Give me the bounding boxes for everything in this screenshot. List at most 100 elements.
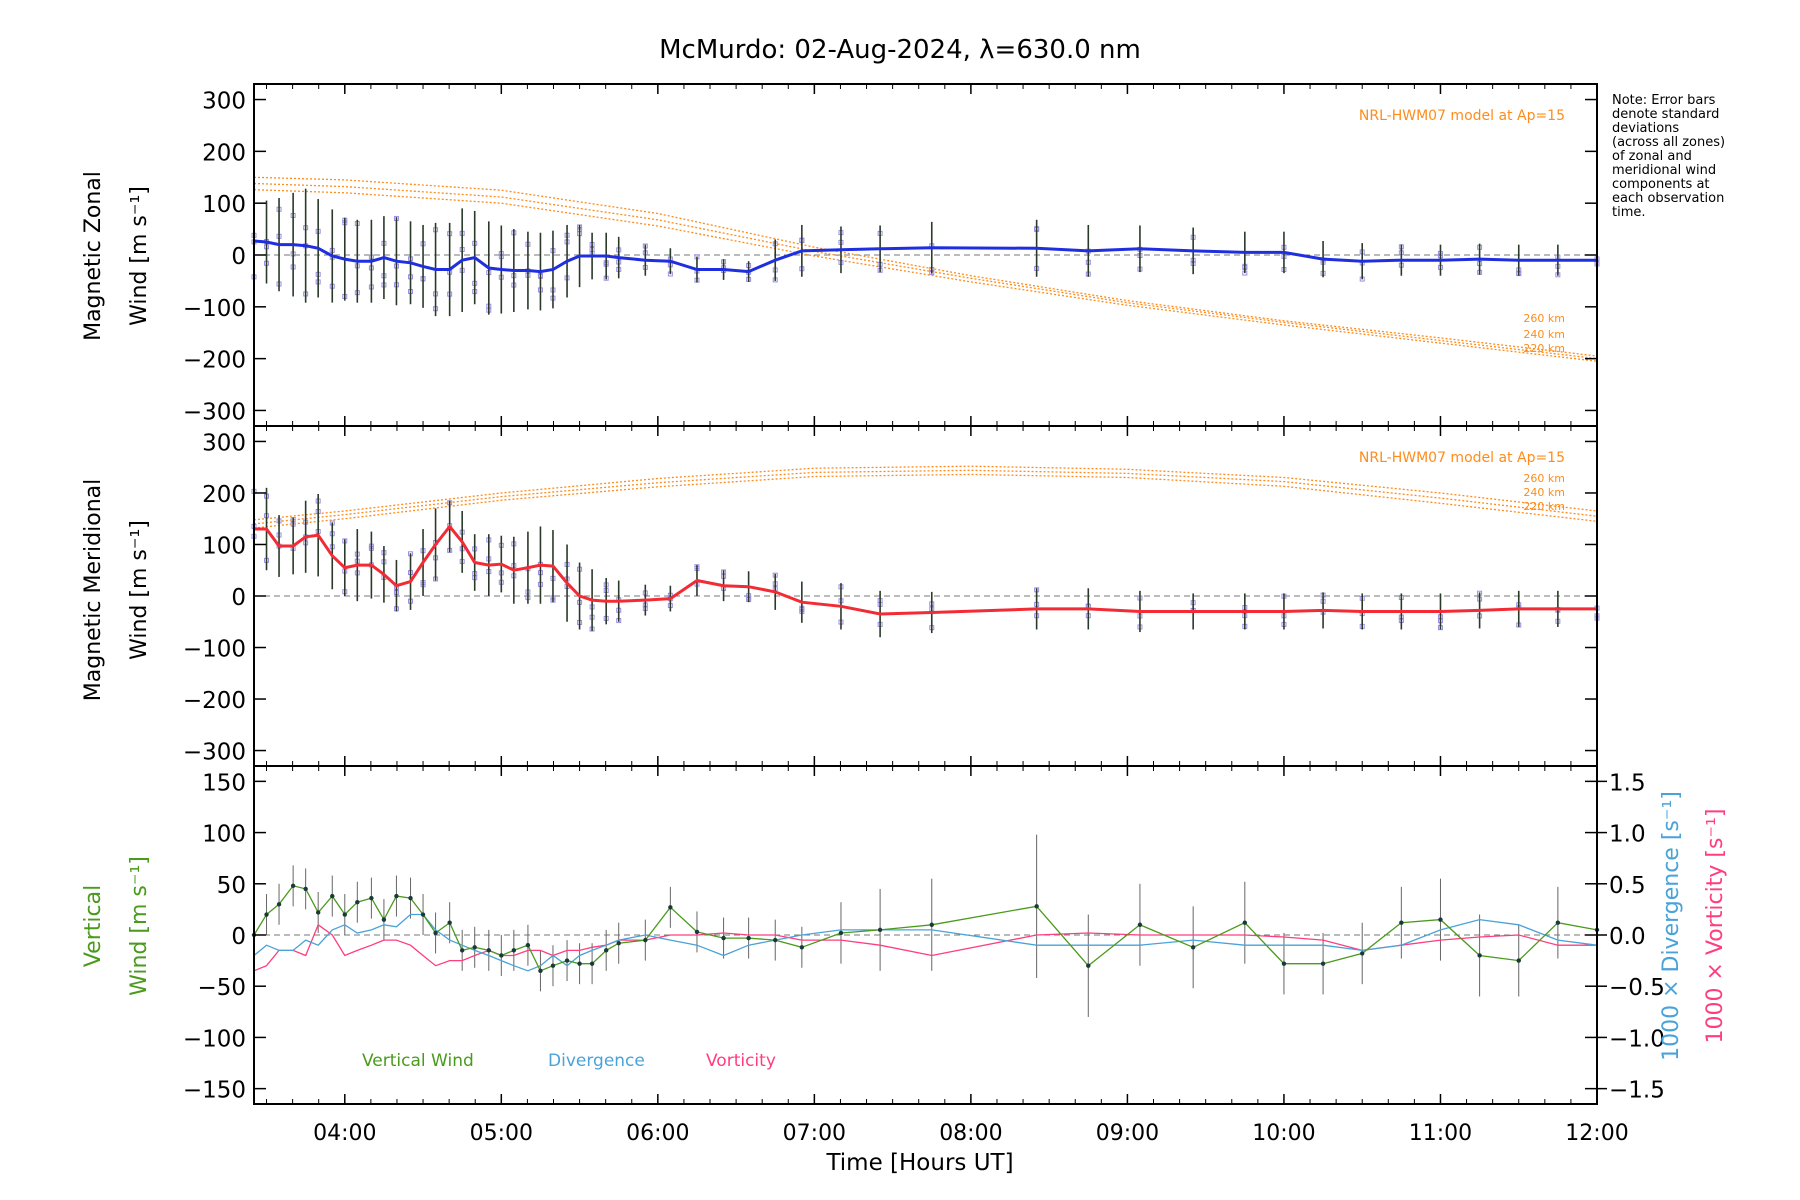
- vertical-wind-point: [538, 968, 543, 974]
- vertical-wind-point: [303, 886, 308, 892]
- y-tick-label: −300: [183, 740, 246, 766]
- zonal-ylabel-line1: Magnetic Zonal: [81, 171, 106, 341]
- altitude-label: 240 km: [1523, 486, 1565, 499]
- vertical-wind-point: [276, 902, 282, 907]
- divergence-ylabel: 1000 × Divergence [s⁻¹]: [1659, 791, 1684, 1061]
- altitude-label: 240 km: [1523, 328, 1565, 341]
- vertical-wind-point: [1360, 951, 1365, 956]
- note-line: (across all zones): [1612, 135, 1725, 150]
- x-tick-label: 07:00: [783, 1121, 846, 1146]
- zonal-ylabel-line2: Wind [m s⁻¹]: [127, 186, 152, 326]
- vertical-wind-point: [447, 920, 452, 925]
- vertical-wind-point: [550, 963, 556, 968]
- meridional-ylabel: Magnetic Meridional Wind [m s⁻¹]: [81, 479, 152, 701]
- y-tick-label: −100: [183, 1026, 246, 1052]
- chart-title: McMurdo: 02-Aug-2024, λ=630.0 nm: [659, 35, 1141, 65]
- y-tick-label: 100: [202, 533, 246, 559]
- vertical-wind-point: [877, 927, 883, 933]
- y-tick-label: 300: [202, 430, 246, 456]
- model-line-220-km: [253, 189, 1598, 362]
- vorticity-line: [253, 923, 1597, 972]
- vertical-wind-point: [420, 912, 426, 917]
- right-y-tick-label: −1.0: [1609, 1026, 1665, 1052]
- model-label: NRL-HWM07 model at Ap=15: [1359, 108, 1565, 124]
- vertical-wind-point: [1242, 920, 1248, 925]
- x-tick-label: 10:00: [1252, 1121, 1315, 1146]
- divergence-line: [253, 913, 1598, 972]
- y-tick-label: −50: [197, 975, 246, 1001]
- vertical-wind-point: [1516, 958, 1521, 963]
- vertical-wind-point: [773, 937, 778, 943]
- vertical-wind-point: [589, 961, 595, 966]
- vertical-ylabel-line2: Wind [m s⁻¹]: [127, 856, 152, 996]
- meridional-ylabel-line1: Magnetic Meridional: [81, 479, 106, 701]
- vertical-wind-point: [746, 935, 751, 941]
- legend-vorticity: Vorticity: [706, 1051, 776, 1071]
- zonal-wind-line: [253, 239, 1597, 274]
- note-line: Note: Error bars: [1612, 93, 1716, 108]
- vertical-wind-point: [408, 895, 413, 901]
- note-line: deviations: [1612, 121, 1679, 136]
- meridional-ylabel-line2: Wind [m s⁻¹]: [127, 520, 152, 660]
- vertical-wind-point: [1438, 917, 1443, 922]
- note-line: components at: [1612, 177, 1710, 192]
- y-tick-label: 100: [202, 822, 246, 848]
- vertical-wind-point: [355, 900, 360, 905]
- vertical-wind-point: [315, 910, 321, 915]
- right-ylabels: 1000 × Divergence [s⁻¹] 1000 × Vorticity…: [1659, 791, 1728, 1061]
- vertical-wind-point: [564, 958, 570, 963]
- x-tick-label: 06:00: [626, 1121, 689, 1146]
- vertical-wind-point: [603, 948, 609, 953]
- right-y-tick-label: 0.5: [1609, 873, 1646, 899]
- y-tick-label: −100: [183, 637, 246, 663]
- right-y-tick-label: −0.5: [1609, 975, 1665, 1001]
- meridional-wind-line: [254, 524, 1597, 616]
- y-tick-label: 50: [217, 873, 246, 899]
- vertical-wind-point: [1137, 922, 1143, 927]
- y-tick-label: 0: [231, 244, 246, 270]
- vertical-wind-point: [381, 917, 387, 922]
- y-tick-label: −150: [183, 1078, 246, 1104]
- right-y-tick-label: −1.5: [1609, 1078, 1665, 1104]
- y-tick-label: −200: [183, 688, 246, 714]
- legend-vertical-wind: Vertical Wind: [362, 1051, 474, 1071]
- vertical-wind-point: [459, 948, 465, 953]
- vertical-wind-point: [577, 961, 582, 966]
- y-tick-label: 0: [231, 585, 246, 611]
- vertical-wind-point: [616, 940, 621, 946]
- vertical-wind-point: [290, 883, 296, 889]
- vertical-wind-point: [799, 945, 805, 950]
- vertical-wind-point: [668, 905, 673, 910]
- x-tick-label: 04:00: [313, 1121, 376, 1146]
- note-line: denote standard: [1612, 107, 1719, 122]
- vertical-wind-point: [433, 930, 438, 936]
- x-axis-tick-labels: 04:00 05:00 06:00 07:00 08:00 09:00 10:00 11:00…: [313, 1121, 1629, 1146]
- vertical-wind-point: [1190, 945, 1196, 950]
- right-y-tick-label: 1.5: [1609, 770, 1646, 796]
- vertical-wind-point: [929, 922, 934, 927]
- vertical-wind-point: [525, 943, 531, 948]
- x-tick-label: 08:00: [939, 1121, 1002, 1146]
- note-line: each observation: [1612, 191, 1724, 206]
- note-line: of zonal and: [1612, 149, 1692, 164]
- vertical-wind-panel: 1.5 1.0 0.5 0.0 −0.5 −1.0 −1.5 150 100 50 0 −50 −100…: [183, 765, 1665, 1105]
- vertical-wind-point: [1555, 920, 1561, 925]
- y-tick-label: 300: [202, 89, 246, 115]
- vertical-wind-point: [472, 945, 477, 950]
- vertical-wind-point: [1399, 920, 1404, 925]
- y-tick-label: −200: [183, 348, 246, 374]
- y-tick-label: 0: [231, 924, 246, 950]
- right-y-tick-label: 1.0: [1609, 822, 1646, 848]
- right-y-tick-label: 0.0: [1609, 924, 1646, 950]
- vertical-wind-point: [394, 893, 399, 899]
- zonal-ylabel: Magnetic Zonal Wind [m s⁻¹]: [81, 171, 152, 341]
- vertical-wind-point: [838, 930, 844, 936]
- y-tick-label: 100: [202, 192, 246, 218]
- vertical-wind-point: [499, 953, 504, 958]
- x-tick-label: 12:00: [1565, 1121, 1628, 1146]
- model-line-260-km: [253, 176, 1598, 357]
- vertical-wind-point: [511, 948, 517, 953]
- model-line-240-km: [253, 182, 1598, 360]
- vorticity-ylabel: 1000 × Vorticity [s⁻¹]: [1703, 809, 1728, 1044]
